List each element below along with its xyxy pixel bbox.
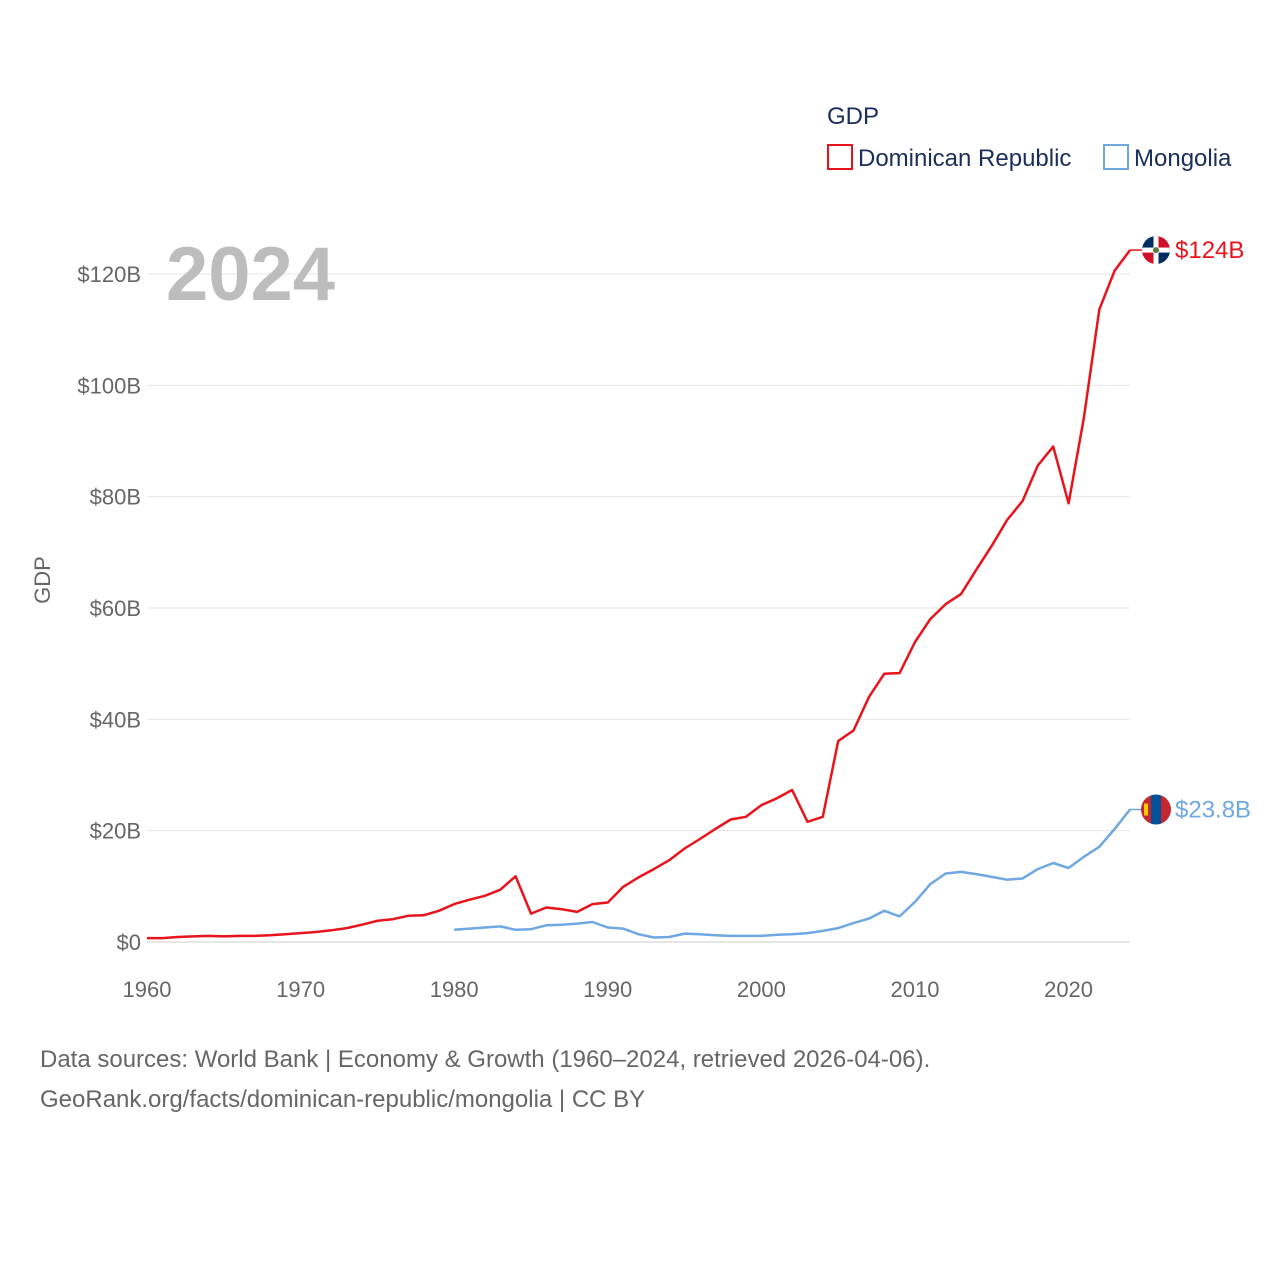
- grid-lines: [147, 273, 1130, 943]
- end-marker-mongolia: $23.8B: [1130, 794, 1251, 825]
- x-tick-label: 1980: [430, 977, 479, 1002]
- legend-title: GDP: [827, 103, 879, 130]
- x-tick-label: 1970: [276, 977, 325, 1002]
- y-tick-label: $0: [117, 930, 141, 955]
- dominican-republic-flag-icon: [1142, 236, 1170, 265]
- footer-data-sources: Data sources: World Bank | Economy & Gro…: [40, 1046, 931, 1073]
- series-line-mongolia[interactable]: [454, 808, 1131, 939]
- y-tick-label: $80B: [90, 485, 141, 510]
- end-label-dominican-republic: $124B: [1175, 237, 1244, 264]
- mongolia-flag-icon: [1141, 794, 1171, 825]
- end-label-mongolia: $23.8B: [1175, 797, 1251, 824]
- x-tick-label: 2020: [1044, 977, 1093, 1002]
- legend-swatch-dominican-republic: [827, 144, 853, 170]
- gdp-line-chart: $0 $20B $40B $60B $80B $100B $120B 1960 1970 198…: [30, 103, 1251, 1002]
- footer-source-url[interactable]: GeoRank.org/facts/dominican-republic/mon…: [40, 1086, 646, 1113]
- chart-footer: Data sources: World Bank | Economy & Gro…: [40, 1040, 930, 1120]
- y-tick-label: $100B: [77, 373, 141, 398]
- y-tick-label: $120B: [77, 262, 141, 287]
- x-axis-ticks: 1960 1970 1980 1990 2000 2010 2020: [123, 977, 1094, 1002]
- legend-item-dominican-republic[interactable]: Dominican Republic: [827, 144, 1071, 172]
- x-tick-label: 2000: [737, 977, 786, 1002]
- x-tick-label: 1990: [583, 977, 632, 1002]
- y-tick-label: $20B: [90, 819, 141, 844]
- legend-label-mongolia: Mongolia: [1134, 145, 1232, 172]
- legend: GDP Dominican Republic Mongolia: [827, 103, 1232, 172]
- y-axis-title: GDP: [30, 556, 55, 604]
- legend-item-mongolia[interactable]: Mongolia: [1103, 144, 1232, 172]
- year-label: 2024: [166, 232, 335, 317]
- x-tick-label: 1960: [123, 977, 172, 1002]
- y-tick-label: $60B: [90, 596, 141, 621]
- series-lines: [147, 249, 1132, 940]
- x-tick-label: 2010: [890, 977, 939, 1002]
- legend-label-dominican-republic: Dominican Republic: [858, 145, 1071, 172]
- y-axis-ticks: $0 $20B $40B $60B $80B $100B $120B: [77, 262, 141, 955]
- y-tick-label: $40B: [90, 707, 141, 732]
- legend-swatch-mongolia: [1103, 144, 1129, 170]
- series-line-dominican-republic[interactable]: [147, 249, 1132, 940]
- end-marker-dominican-republic: $124B: [1130, 236, 1244, 265]
